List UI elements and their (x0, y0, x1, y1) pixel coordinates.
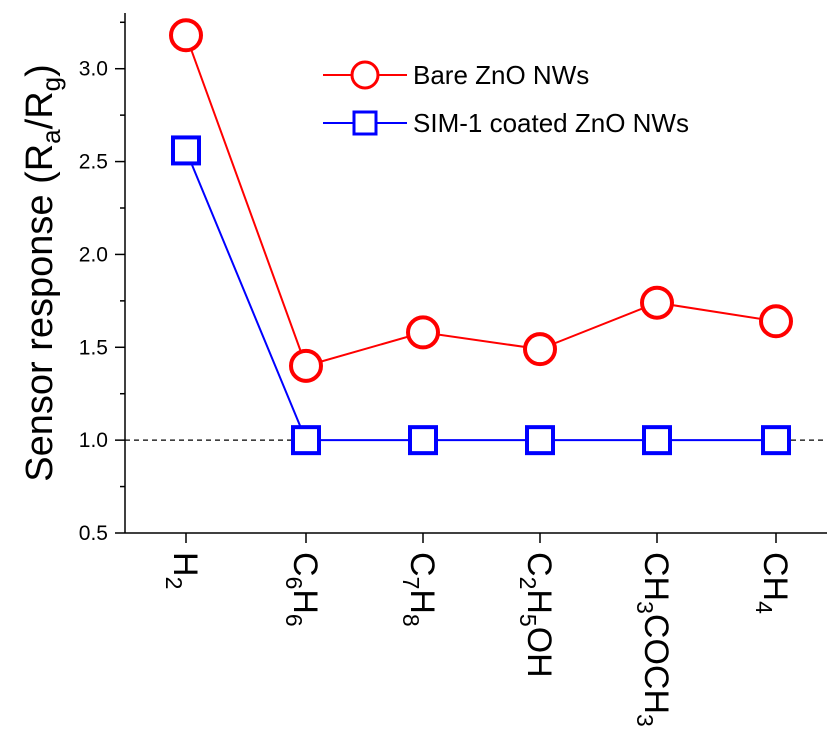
data-point (406, 315, 440, 350)
data-point (171, 135, 201, 166)
y-axis-title: Sensor response (Ra/Rg) (19, 64, 66, 482)
axes-layer: 0.5 1.0 1.5 2.0 2.5 3.0 Sensor response (Ra/Rg… (19, 13, 827, 545)
data-point (759, 304, 793, 339)
y-tick-label: 3.0 (79, 58, 108, 81)
series-line (185, 150, 776, 442)
series-2 (171, 135, 791, 456)
legend-marker (352, 110, 378, 136)
legend-label: SIM-1 coated ZnO NWs (413, 108, 689, 138)
x-tick-label: C7H8 (398, 552, 441, 627)
data-point (289, 348, 323, 383)
series-1 (169, 18, 793, 383)
series-layer (169, 18, 793, 456)
y-tick-label: 1.5 (79, 336, 108, 359)
y-tick-label: 2.0 (79, 243, 108, 266)
y-tick-label: 1.0 (79, 429, 108, 452)
y-tick-label: 2.5 (79, 151, 108, 174)
x-tick-label: C2H5OH (515, 552, 558, 678)
data-point (523, 332, 557, 367)
legend-label: Bare ZnO NWs (413, 60, 589, 90)
data-point (640, 285, 674, 320)
x-tick-label: H2 (161, 552, 204, 589)
series-line (185, 34, 777, 368)
labels-layer: H2 C6H6 C7H8 C2H5OH CH3COCH3 CH4 (161, 552, 794, 727)
legend: Bare ZnO NWs SIM-1 coated ZnO NWs (323, 60, 689, 138)
data-point (408, 425, 438, 456)
data-point (525, 425, 555, 456)
legend-marker (350, 60, 380, 90)
data-point (291, 425, 321, 456)
data-point (169, 18, 203, 53)
x-tick-label: CH3COCH3 (632, 552, 675, 727)
x-tick-label: CH4 (751, 552, 794, 614)
y-tick-label: 0.5 (79, 522, 108, 545)
data-point (761, 425, 791, 456)
x-tick-label: C6H6 (281, 552, 324, 627)
data-point (642, 425, 672, 456)
